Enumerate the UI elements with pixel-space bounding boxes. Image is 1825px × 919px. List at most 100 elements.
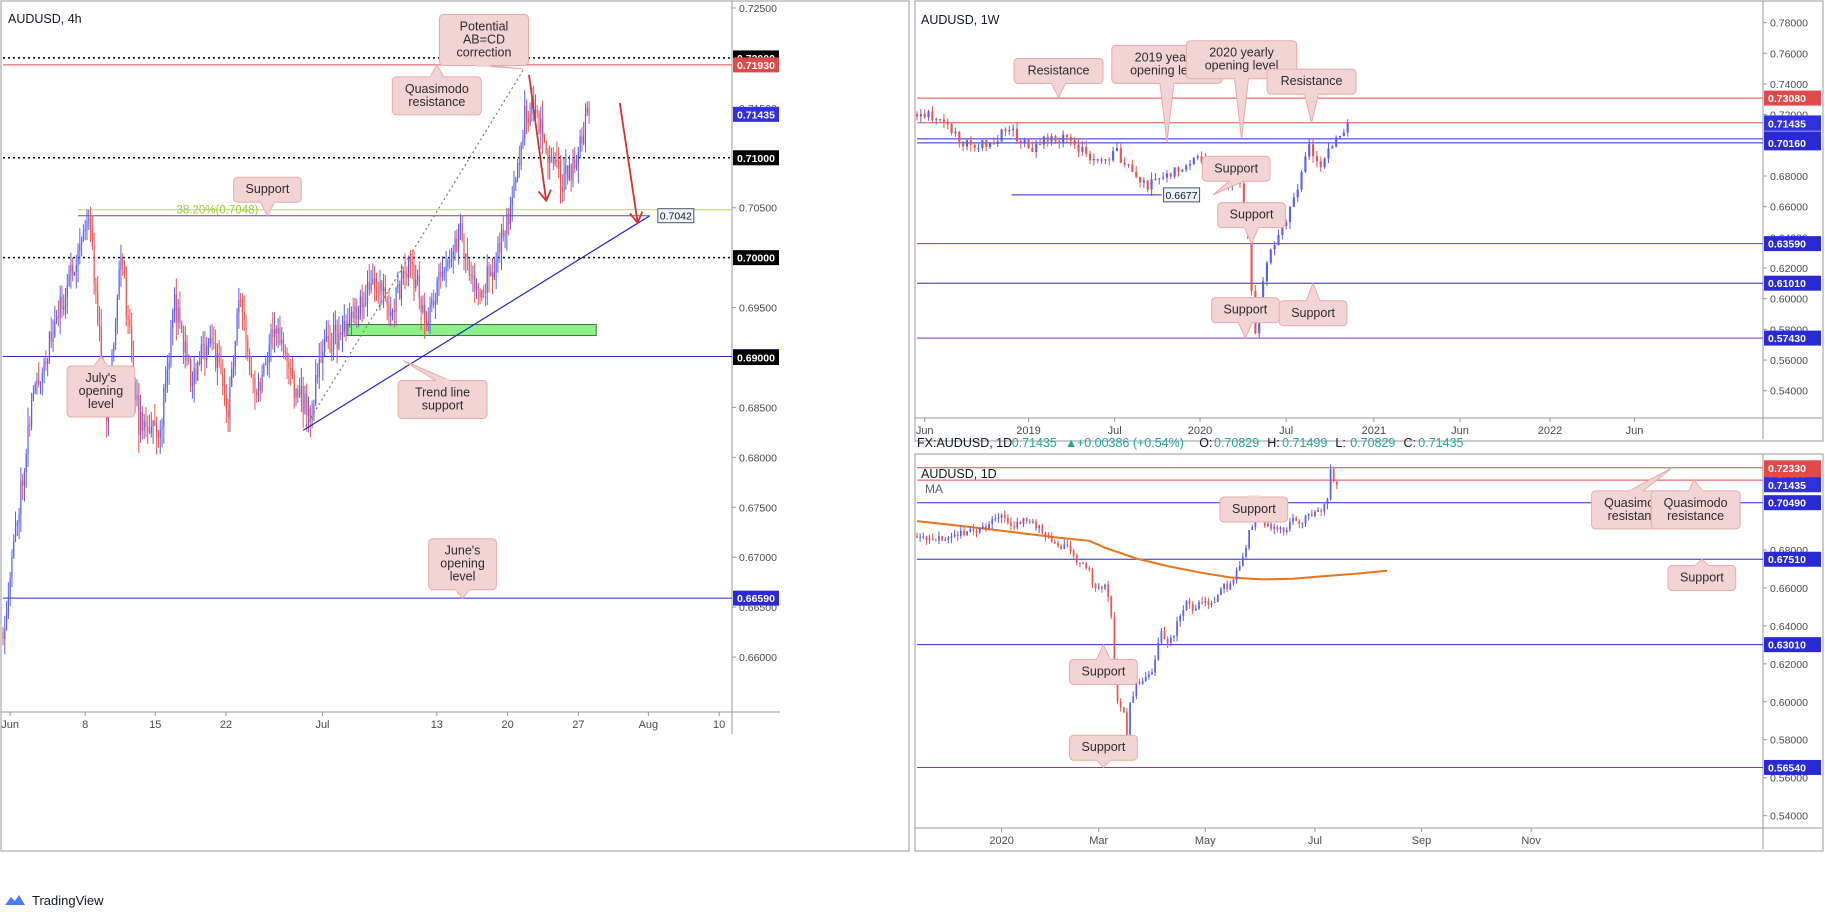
callout-joint: [477, 63, 491, 67]
callout-text: Quasimodo: [1664, 496, 1728, 510]
candle-body: [297, 388, 299, 397]
d1-price-badge: [1764, 637, 1821, 653]
candle-body: [411, 261, 413, 265]
candle-body: [1263, 519, 1266, 526]
candle-body: [973, 144, 976, 149]
candle-body: [1135, 681, 1138, 697]
d1-xtick-label: May: [1195, 835, 1216, 847]
h4-price-badge-text: 0.71435: [737, 109, 775, 121]
candle-body: [499, 243, 501, 253]
candle-body: [1319, 161, 1322, 168]
callout-joint: [94, 364, 108, 368]
candle-body: [443, 271, 445, 273]
candle-body: [459, 223, 462, 227]
candle-body: [433, 299, 435, 305]
w1-tick-label: 0.60000: [1770, 294, 1808, 306]
candle-body: [511, 197, 513, 207]
candle-body: [518, 163, 520, 165]
callout-4: Support: [1201, 155, 1271, 196]
candle-body: [100, 326, 102, 364]
candle-body: [129, 320, 131, 327]
candle-body: [447, 261, 449, 267]
candle-body: [958, 131, 961, 142]
h4-xtick-label: Jun: [1, 719, 19, 731]
candle-body: [164, 381, 167, 389]
candle-body: [1285, 221, 1288, 226]
candle-body: [1336, 481, 1338, 485]
candle-body: [220, 362, 222, 374]
candle-body: [191, 384, 193, 387]
candle-body: [1112, 151, 1115, 161]
candle-body: [1047, 536, 1050, 538]
quote-open-label: O:: [1199, 436, 1212, 450]
candle-body: [975, 531, 978, 533]
h4-price-badge-text: 0.71930: [737, 60, 775, 72]
candle-body: [1226, 583, 1229, 590]
candle-body: [215, 343, 217, 368]
candle-body: [1329, 469, 1332, 499]
w1-price-badge-text: 0.63590: [1768, 239, 1806, 251]
candle-body: [1220, 588, 1222, 596]
candle-body: [1075, 555, 1078, 563]
callout-joint: [1305, 92, 1319, 96]
candle-body: [1232, 579, 1235, 584]
w1-price-badge-text: 0.73080: [1768, 93, 1806, 105]
candle-body: [1031, 147, 1034, 152]
candle-body: [1326, 498, 1329, 505]
callout-text: opening level: [1205, 59, 1279, 73]
callout-text: resistance: [1667, 509, 1724, 523]
callout-text: Potential: [460, 19, 509, 33]
candle-body: [531, 99, 533, 114]
candle-body: [1023, 139, 1026, 143]
w1-xtick-label: 2021: [1362, 425, 1386, 437]
candle-body: [923, 114, 926, 118]
candle-body: [1346, 123, 1349, 133]
candle-body: [404, 270, 406, 274]
candle-body: [361, 296, 363, 307]
candle-body: [495, 262, 497, 273]
candle-body: [1335, 137, 1338, 147]
h4-xtick-label: Jul: [315, 719, 329, 731]
candle-body: [1331, 146, 1334, 149]
h4-pane-frame: [0, 0, 910, 852]
candle-body: [2, 632, 4, 639]
candle-body: [947, 537, 950, 540]
h4-price-badge: [733, 57, 779, 73]
candle-body: [1022, 518, 1025, 525]
callout-text: 2019 yearly: [1135, 50, 1200, 64]
w1-xtick-label: 2020: [1188, 425, 1212, 437]
tradingview-footer[interactable]: TradingView: [4, 889, 104, 911]
candle-body: [148, 432, 151, 434]
candle-body: [1273, 526, 1276, 529]
candle-body: [161, 426, 163, 430]
candle-body: [156, 424, 158, 437]
candle-body: [61, 296, 63, 310]
candle-body: [400, 278, 403, 299]
candle-body: [491, 272, 494, 277]
candle-body: [247, 341, 249, 352]
candle-body: [1122, 707, 1125, 713]
candle-body: [1062, 134, 1065, 143]
h4-price-badge-text: 0.71000: [737, 153, 775, 165]
candle-body: [261, 374, 263, 392]
candle-body: [41, 373, 43, 383]
candle-body: [407, 258, 410, 278]
candle-body: [200, 344, 202, 365]
candle-body: [470, 275, 472, 277]
candle-body: [7, 596, 9, 615]
candle-body: [559, 168, 562, 187]
candle-body: [579, 136, 581, 152]
callout-3: Support: [1667, 558, 1737, 592]
candle-body: [16, 522, 18, 526]
candle-body: [1126, 712, 1128, 737]
candle-body: [345, 320, 347, 332]
d1-tick-label: 0.58000: [1770, 735, 1808, 747]
candle-body: [173, 294, 176, 311]
candle-body: [1310, 514, 1313, 516]
h4-xtick-label: 10: [713, 719, 725, 731]
h4-price-badge-text: 0.66590: [737, 593, 775, 605]
candle-body: [1191, 603, 1194, 611]
candle-body: [30, 400, 33, 426]
candle-body: [1050, 136, 1053, 142]
